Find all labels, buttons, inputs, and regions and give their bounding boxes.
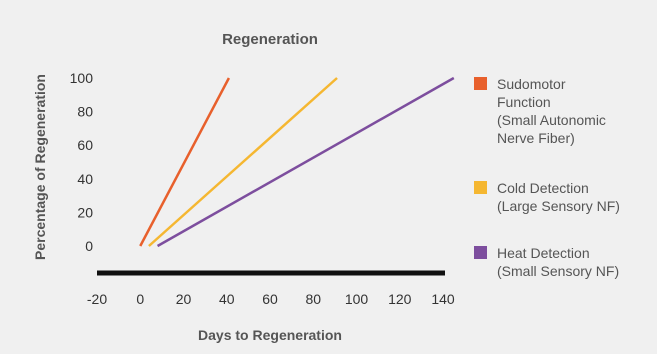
legend-label-1: Cold Detection (Large Sensory NF): [497, 180, 620, 214]
series-line-0: [139, 77, 231, 247]
x-tick-label-5: 80: [305, 291, 321, 307]
legend-label-2: Heat Detection (Small Sensory NF): [497, 245, 619, 279]
y-tick-label-3: 60: [77, 137, 93, 153]
legend-swatch-0: [474, 77, 487, 90]
y-tick-label-4: 80: [77, 104, 93, 120]
x-tick-label-7: 120: [388, 291, 412, 307]
y-tick-label-2: 40: [77, 171, 93, 187]
chart-title: Regeneration: [222, 31, 318, 48]
x-tick-label-6: 100: [345, 291, 369, 307]
x-tick-label-1: 0: [136, 291, 144, 307]
x-tick-label-3: 40: [219, 291, 235, 307]
legend-swatch-2: [474, 246, 487, 259]
x-tick-label-4: 60: [262, 291, 278, 307]
x-tick-label-0: -20: [87, 291, 107, 307]
x-tick-label-8: 140: [431, 291, 455, 307]
series-line-1: [148, 77, 338, 247]
x-tick-label-2: 20: [176, 291, 192, 307]
x-axis-label: Days to Regeneration: [198, 327, 342, 343]
y-axis-ticks: 0 20 40 60 80 100: [70, 70, 94, 254]
series-lines: [139, 76, 455, 248]
y-tick-label-0: 0: [85, 238, 93, 254]
y-tick-label-5: 100: [70, 70, 94, 86]
x-axis-ticks: -20 0 20 40 60 80 100 120 140: [87, 291, 455, 307]
series-line-2: [156, 76, 455, 248]
y-axis-label: Percentage of Regeneration: [32, 74, 48, 260]
legend-label-0: Sudomotor Function (Small Autonomic Nerve F…: [497, 76, 606, 146]
legend: Sudomotor Function (Small Autonomic Nerve F…: [474, 76, 620, 279]
y-tick-label-1: 20: [77, 204, 93, 220]
legend-swatch-1: [474, 181, 487, 194]
